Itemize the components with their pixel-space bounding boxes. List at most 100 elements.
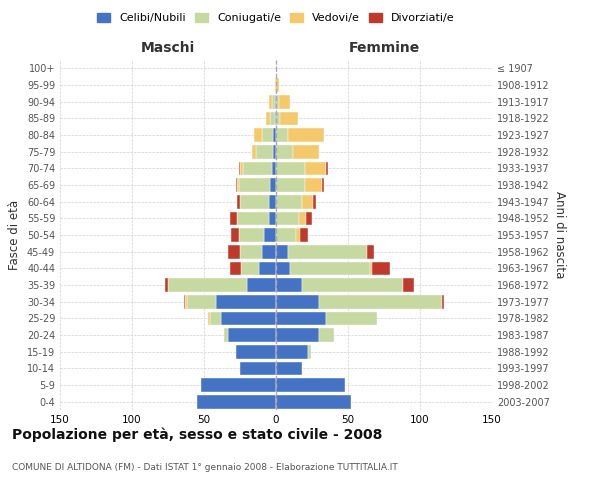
Bar — [302, 278, 403, 292]
Text: COMUNE DI ALTIDONA (FM) - Dati ISTAT 1° gennaio 2008 - Elaborazione TUTTITALIA.I: COMUNE DI ALTIDONA (FM) - Dati ISTAT 1° … — [12, 462, 398, 471]
Bar — [165, 278, 168, 292]
Bar — [240, 362, 276, 375]
Bar — [301, 228, 308, 242]
Bar — [299, 212, 306, 225]
Bar — [275, 112, 276, 125]
Bar — [280, 112, 298, 125]
Bar — [273, 128, 276, 142]
Bar — [276, 162, 305, 175]
Bar — [276, 228, 296, 242]
Bar — [269, 95, 272, 108]
Bar — [239, 162, 240, 175]
Bar — [215, 295, 276, 308]
Bar — [373, 262, 390, 275]
Bar — [197, 395, 276, 408]
Bar — [232, 228, 239, 242]
Bar — [273, 145, 276, 158]
Bar — [229, 328, 276, 342]
Bar — [210, 312, 221, 325]
Bar — [256, 145, 273, 158]
Bar — [322, 178, 323, 192]
Bar — [265, 228, 276, 242]
Bar — [276, 345, 308, 358]
Bar — [276, 362, 302, 375]
Bar — [239, 228, 265, 242]
Bar — [230, 262, 241, 275]
Bar — [262, 245, 276, 258]
Bar — [275, 78, 276, 92]
Bar — [236, 345, 276, 358]
Bar — [275, 95, 276, 108]
Bar — [276, 212, 299, 225]
Bar — [290, 262, 370, 275]
Bar — [184, 295, 185, 308]
Bar — [276, 312, 326, 325]
Bar — [326, 162, 328, 175]
Bar — [308, 345, 311, 358]
Bar — [230, 212, 237, 225]
Bar — [237, 195, 240, 208]
Bar — [287, 128, 323, 142]
Bar — [262, 128, 273, 142]
Text: Femmine: Femmine — [349, 41, 419, 55]
Bar — [276, 245, 287, 258]
Bar — [272, 162, 276, 175]
Bar — [229, 245, 240, 258]
Bar — [187, 295, 215, 308]
Bar — [276, 112, 280, 125]
Bar — [442, 295, 445, 308]
Legend: Celibi/Nubili, Coniugati/e, Vedovi/e, Divorziati/e: Celibi/Nubili, Coniugati/e, Vedovi/e, Di… — [93, 8, 459, 28]
Bar — [221, 312, 276, 325]
Bar — [240, 162, 243, 175]
Y-axis label: Fasce di età: Fasce di età — [8, 200, 21, 270]
Bar — [185, 295, 187, 308]
Bar — [293, 145, 319, 158]
Bar — [367, 245, 374, 258]
Bar — [236, 178, 237, 192]
Bar — [276, 262, 290, 275]
Bar — [237, 212, 269, 225]
Bar — [269, 212, 276, 225]
Bar — [306, 212, 312, 225]
Bar — [276, 145, 293, 158]
Bar — [241, 262, 259, 275]
Bar — [287, 245, 367, 258]
Bar — [254, 128, 262, 142]
Bar — [208, 312, 210, 325]
Bar — [168, 278, 247, 292]
Bar — [276, 295, 319, 308]
Bar — [302, 195, 313, 208]
Bar — [305, 162, 326, 175]
Bar — [276, 78, 279, 92]
Bar — [276, 195, 302, 208]
Bar — [269, 195, 276, 208]
Bar — [243, 162, 272, 175]
Bar — [251, 145, 256, 158]
Y-axis label: Anni di nascita: Anni di nascita — [553, 192, 566, 278]
Bar — [240, 195, 269, 208]
Bar — [240, 245, 262, 258]
Bar — [247, 278, 276, 292]
Bar — [313, 195, 316, 208]
Bar — [259, 262, 276, 275]
Bar — [272, 95, 275, 108]
Bar — [276, 128, 287, 142]
Bar — [224, 328, 229, 342]
Bar — [319, 328, 334, 342]
Bar — [237, 178, 239, 192]
Bar — [326, 312, 377, 325]
Bar — [276, 395, 351, 408]
Bar — [201, 378, 276, 392]
Bar — [270, 178, 276, 192]
Bar — [270, 112, 275, 125]
Text: Popolazione per età, sesso e stato civile - 2008: Popolazione per età, sesso e stato civil… — [12, 428, 382, 442]
Bar — [403, 278, 414, 292]
Bar — [239, 178, 270, 192]
Text: Maschi: Maschi — [141, 41, 195, 55]
Bar — [279, 95, 290, 108]
Bar — [276, 378, 345, 392]
Bar — [276, 178, 305, 192]
Bar — [305, 178, 322, 192]
Bar — [266, 112, 270, 125]
Bar — [319, 295, 442, 308]
